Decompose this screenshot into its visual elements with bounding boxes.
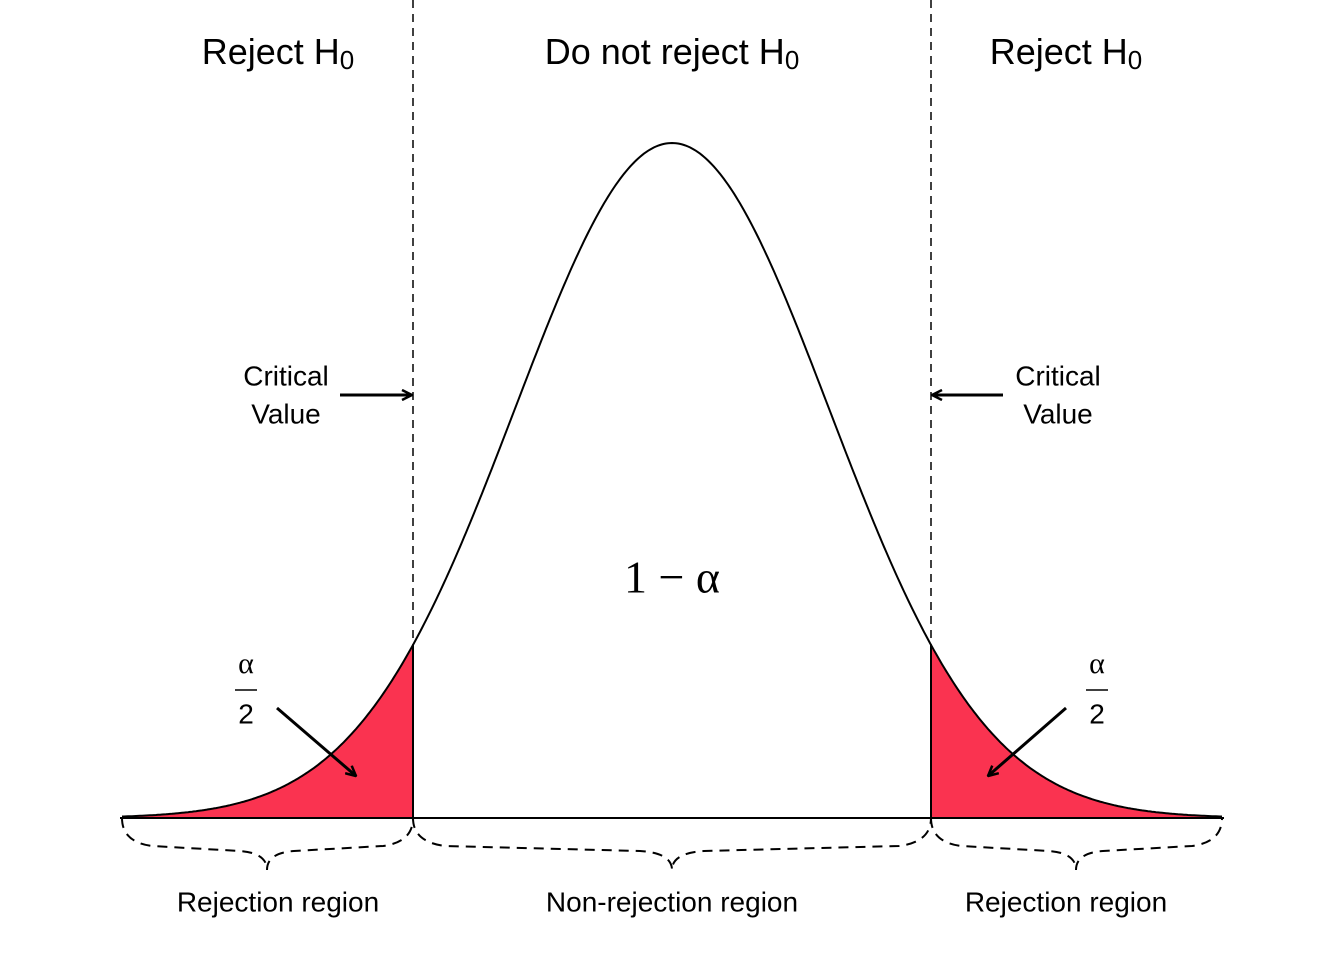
subscript: 0 bbox=[340, 45, 354, 75]
right-rejection-area bbox=[931, 644, 1222, 818]
subscript: 0 bbox=[785, 45, 799, 75]
critical-label: Value bbox=[1023, 398, 1093, 429]
fraction-numerator: α bbox=[1089, 647, 1105, 680]
header: Reject H0 bbox=[202, 31, 355, 75]
arrow bbox=[988, 706, 1067, 776]
arrow bbox=[276, 706, 356, 776]
subscript: 0 bbox=[1128, 45, 1142, 75]
brace bbox=[412, 817, 932, 871]
brace bbox=[930, 817, 1223, 871]
header-text: Do not reject H bbox=[545, 31, 785, 72]
header-text: Reject H bbox=[990, 31, 1128, 72]
center-label: 1 − α bbox=[624, 552, 720, 603]
header: Reject H0 bbox=[990, 31, 1143, 75]
critical-label: Value bbox=[251, 398, 321, 429]
critical-label: Critical bbox=[1015, 360, 1101, 391]
fraction-denominator: 2 bbox=[1089, 698, 1105, 729]
normal-curve bbox=[122, 141, 1222, 818]
fraction-numerator: α bbox=[238, 647, 254, 680]
header-text: Reject H bbox=[202, 31, 340, 72]
left-rejection-area bbox=[122, 644, 413, 818]
brace bbox=[121, 817, 414, 871]
region-label: Rejection region bbox=[965, 886, 1167, 917]
region-label: Rejection region bbox=[177, 886, 379, 917]
region-label: Non-rejection region bbox=[546, 886, 798, 917]
critical-label: Critical bbox=[243, 360, 329, 391]
fraction-denominator: 2 bbox=[238, 698, 254, 729]
header: Do not reject H0 bbox=[545, 31, 800, 75]
braces bbox=[121, 817, 1223, 871]
